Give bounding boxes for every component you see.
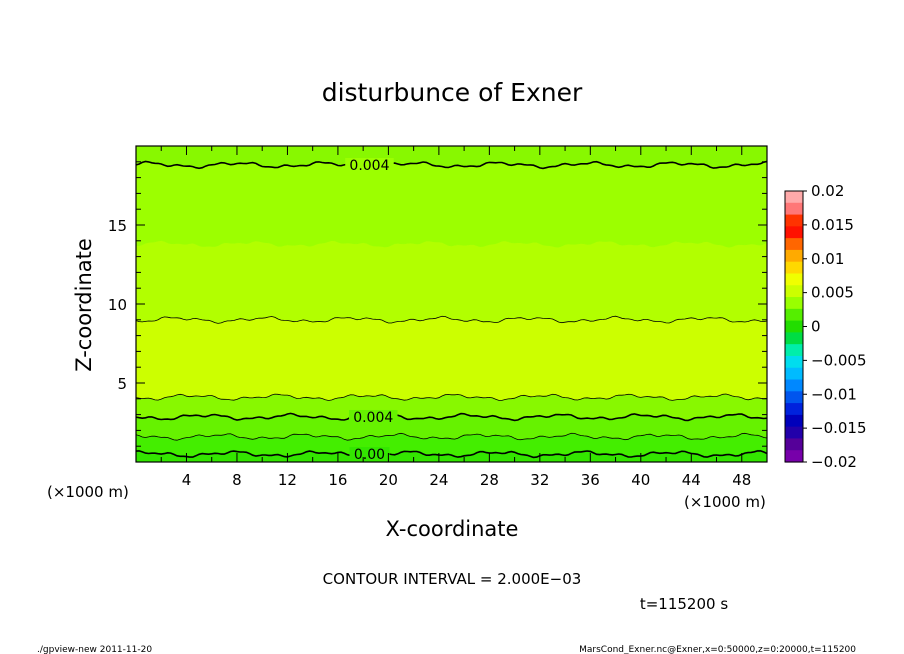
colorbar-swatch-7 <box>785 273 803 286</box>
contour-band-4 <box>136 315 767 401</box>
colorbar-swatch-6 <box>785 261 803 275</box>
x-axis-label: X-coordinate <box>386 517 519 541</box>
contour-label-2: 0.004 <box>353 410 393 426</box>
colorbar-swatch-8 <box>785 285 803 298</box>
footer-right: MarsCond_Exner.nc@Exner,x=0:50000,z=0:20… <box>579 645 856 654</box>
colorbar-labels: 0.02 0.015 0.01 0.005 0 −0.005 −0.01 −0.015 −0.0… <box>803 182 867 471</box>
colorbar-label-5: −0.005 <box>811 351 867 369</box>
y-axis-ticks: 5 10 15 <box>108 161 767 447</box>
x-tick-label-20: 20 <box>379 471 398 489</box>
contour-label-bg-2 <box>349 409 398 424</box>
footer-left: ./gpview-new 2011-11-20 <box>37 645 152 654</box>
contour-interval-text: CONTOUR INTERVAL = 2.000E−03 <box>323 570 582 588</box>
colorbar-swatch-10 <box>785 308 803 322</box>
contour-label-bg-5 <box>345 157 394 172</box>
colorbar-swatch-9 <box>785 297 803 310</box>
x-tick-label-4: 4 <box>182 471 192 489</box>
contour-line-0 <box>136 450 767 459</box>
x-unit-right: (×1000 m) <box>684 493 766 511</box>
colorbar-swatch-14 <box>785 355 803 369</box>
y-tick-label-5: 5 <box>117 375 127 393</box>
colorbar-swatch-20 <box>785 426 803 440</box>
colorbar-swatch-18 <box>785 403 803 416</box>
contour-label-bg-0 <box>349 447 390 462</box>
colorbar-swatch-13 <box>785 344 803 357</box>
plot-area <box>136 146 767 462</box>
y-tick-label-15: 15 <box>108 217 127 235</box>
x-tick-label-16: 16 <box>328 471 347 489</box>
contour-label-0: 0.00 <box>354 447 385 463</box>
contour-line-2 <box>136 412 767 422</box>
x-tick-label-32: 32 <box>530 471 549 489</box>
x-tick-label-40: 40 <box>631 471 650 489</box>
colorbar-label-7: −0.015 <box>811 419 867 437</box>
x-tick-label-48: 48 <box>732 471 751 489</box>
x-axis-ticks: 4 8 12 16 20 24 28 32 36 40 44 48 <box>160 146 751 489</box>
colorbar-swatch-22 <box>785 450 803 463</box>
colorbar-swatch-17 <box>785 391 803 404</box>
contour-lines <box>136 160 767 459</box>
colorbar-swatch-12 <box>785 332 803 345</box>
colorbar-swatch-21 <box>785 438 803 451</box>
y-tick-label-10: 10 <box>108 296 127 314</box>
contour-label-5: 0.004 <box>349 158 389 174</box>
contour-band-6 <box>136 161 767 248</box>
colorbar-label-3: 0.005 <box>811 284 854 302</box>
colorbar-label-2: 0.01 <box>811 250 844 268</box>
contour-labels: 0.00 0.004 0.004 <box>345 157 398 463</box>
colorbar <box>785 191 803 463</box>
x-tick-label-8: 8 <box>232 471 242 489</box>
contour-fill-bands <box>136 146 767 462</box>
chart-title: disturbunce of Exner <box>322 78 583 107</box>
x-tick-label-44: 44 <box>682 471 701 489</box>
contour-line-4 <box>136 315 767 324</box>
time-label: t=115200 s <box>640 595 728 613</box>
colorbar-swatch-15 <box>785 367 803 381</box>
colorbar-label-0: 0.02 <box>811 182 844 200</box>
colorbar-label-8: −0.02 <box>811 453 857 471</box>
contour-line-1 <box>136 432 767 441</box>
contour-line-3 <box>136 393 767 401</box>
colorbar-label-4: 0 <box>811 318 821 336</box>
contour-line-5 <box>136 160 767 170</box>
colorbar-swatch-11 <box>785 320 803 333</box>
contour-band-5 <box>136 240 767 324</box>
colorbar-label-6: −0.01 <box>811 385 857 403</box>
colorbar-swatch-0 <box>785 191 803 204</box>
y-axis-label: Z-coordinate <box>72 238 96 372</box>
x-tick-label-24: 24 <box>429 471 448 489</box>
colorbar-label-1: 0.015 <box>811 216 854 234</box>
x-tick-label-12: 12 <box>278 471 297 489</box>
x-tick-label-28: 28 <box>480 471 499 489</box>
x-tick-label-36: 36 <box>581 471 600 489</box>
colorbar-swatch-1 <box>785 202 803 216</box>
colorbar-swatch-4 <box>785 238 803 251</box>
colorbar-swatch-5 <box>785 249 803 263</box>
colorbar-swatch-16 <box>785 379 803 392</box>
colorbar-swatch-19 <box>785 414 803 428</box>
colorbar-swatch-3 <box>785 226 803 239</box>
x-unit-left: (×1000 m) <box>47 483 129 501</box>
colorbar-swatch-2 <box>785 214 803 227</box>
